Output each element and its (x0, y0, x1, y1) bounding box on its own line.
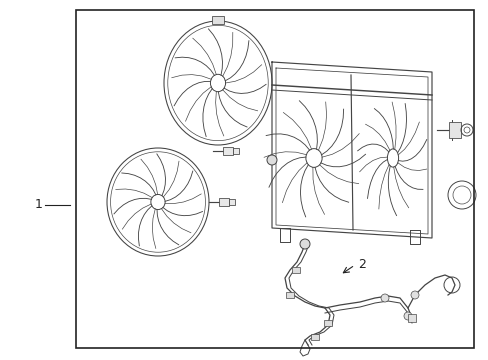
Bar (448, 122, 460, 138)
Circle shape (266, 155, 276, 165)
Bar (310, 334, 318, 340)
Bar (285, 292, 293, 298)
Circle shape (403, 312, 411, 320)
Circle shape (380, 294, 388, 302)
Bar (407, 314, 415, 322)
Bar (223, 147, 232, 155)
Bar (219, 198, 228, 206)
Bar (291, 267, 299, 273)
Bar (324, 320, 331, 326)
Circle shape (410, 291, 418, 299)
Bar (228, 199, 235, 205)
Bar (212, 16, 224, 24)
Circle shape (299, 239, 309, 249)
Bar (76, 10, 473, 348)
Text: 1: 1 (35, 198, 43, 211)
Text: 2: 2 (357, 258, 365, 271)
Bar (232, 148, 239, 154)
